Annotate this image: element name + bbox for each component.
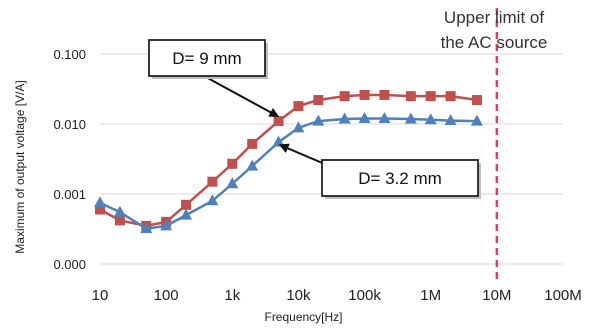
data-point-d32 <box>358 111 371 123</box>
y-tick-label: 0.100 <box>53 47 86 62</box>
x-axis-ticks: 10 100 1k 10k 100k 1M 10M 100M <box>92 287 582 304</box>
data-point-d32 <box>272 135 285 147</box>
data-point-d9 <box>471 95 482 106</box>
data-point-d32 <box>94 196 106 208</box>
x-tick-label: 100M <box>544 287 582 304</box>
data-point-d9 <box>207 176 218 187</box>
callout-label: D= 3.2 mm <box>358 169 442 188</box>
data-point-d32 <box>226 177 239 189</box>
x-tick-label: 100k <box>348 287 381 304</box>
data-point-d9 <box>181 199 192 210</box>
callout-box <box>148 39 266 77</box>
data-point-d32 <box>424 113 437 125</box>
callout-label: D= 9 mm <box>172 49 241 68</box>
x-tick-label: 1M <box>420 287 441 304</box>
upper-limit-label: the AC source <box>441 33 548 52</box>
x-axis-title: Frequency[Hz] <box>264 310 342 324</box>
upper-limit-label: Upper limit of <box>444 8 544 27</box>
x-tick-label: 10 <box>92 287 109 304</box>
data-point-d9 <box>293 101 304 112</box>
series-layer <box>94 89 483 234</box>
data-point-d32 <box>404 112 417 124</box>
callout-arrow <box>203 75 280 118</box>
data-point-d9 <box>273 116 284 127</box>
gridlines <box>100 53 563 265</box>
y-axis-ticks: 0.100 0.010 0.001 0.000 <box>53 47 86 272</box>
data-point-d9 <box>313 95 324 106</box>
x-tick-label: 100 <box>154 287 179 304</box>
data-point-d32 <box>292 121 305 133</box>
data-point-d32 <box>180 208 193 220</box>
y-axis-title: Maximum of output voltage [V/A] <box>13 80 27 253</box>
data-point-d32 <box>206 194 219 206</box>
data-point-d9 <box>445 91 456 102</box>
data-point-d9 <box>405 91 416 102</box>
data-point-d32 <box>312 114 325 126</box>
data-point-d32 <box>140 222 153 234</box>
data-point-d9 <box>379 89 390 100</box>
data-point-d9 <box>114 215 125 226</box>
data-point-d32 <box>338 112 351 124</box>
x-tick-label: 1k <box>224 287 240 304</box>
data-point-d9 <box>227 158 238 169</box>
data-point-d32 <box>470 114 483 126</box>
data-point-d32 <box>246 159 259 171</box>
data-point-d9 <box>95 204 105 215</box>
data-point-d32 <box>113 205 126 217</box>
x-tick-label: 10k <box>286 287 311 304</box>
upper-limit-layer: Upper limit of the AC source <box>441 8 548 280</box>
data-point-d32 <box>378 111 391 123</box>
data-point-d9 <box>339 91 350 102</box>
callout-box <box>321 159 479 197</box>
data-point-d32 <box>444 114 457 126</box>
x-tick-label: 10M <box>482 287 511 304</box>
data-point-d9 <box>359 89 370 100</box>
data-point-d32 <box>160 219 173 231</box>
y-tick-label: 0.001 <box>53 187 86 202</box>
data-point-d9 <box>425 91 436 102</box>
y-tick-label: 0.010 <box>53 117 86 132</box>
callout-layer: D= 9 mm D= 3.2 mm <box>148 39 481 199</box>
data-point-d9 <box>247 138 258 149</box>
y-tick-label: 0.000 <box>53 257 86 272</box>
